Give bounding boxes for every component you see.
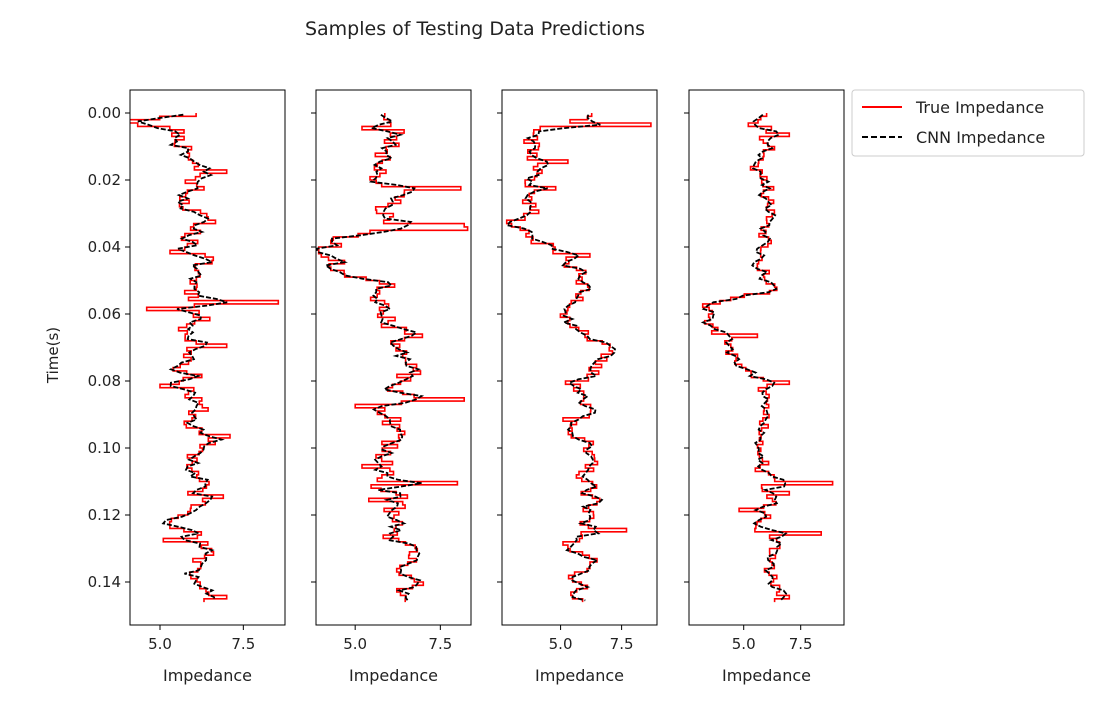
panel-4-frame: [688, 89, 845, 626]
panel-4-x-tick-label-0: 5.0: [732, 635, 756, 653]
panel-2-cnn-impedance-line: [316, 113, 425, 601]
panel-3-x-tick-label-0: 5.0: [549, 635, 573, 653]
y-axis-label: Time(s): [44, 327, 62, 384]
panel-2-x-axis-label: Impedance: [349, 666, 438, 685]
y-tick-label-6: 0.12: [88, 506, 121, 524]
panel-2-true-impedance-line: [317, 113, 469, 603]
panel-2-x-tick-label-0: 5.0: [343, 635, 367, 653]
y-tick-label-4: 0.08: [88, 372, 121, 390]
y-tick-label-2: 0.04: [88, 238, 121, 256]
y-tick-label-7: 0.14: [88, 573, 121, 591]
panel-4-cnn-impedance-line: [700, 113, 788, 602]
chart-title: Samples of Testing Data Predictions: [304, 18, 646, 40]
panel-1-cnn-impedance-line: [137, 113, 228, 601]
panel-3-true-impedance-line: [505, 113, 652, 603]
panel-3-x-axis-label: Impedance: [535, 666, 624, 685]
panel-3-frame: [501, 89, 658, 626]
panel-4-x-axis-label: Impedance: [722, 666, 811, 685]
panel-2-x-tick-label-1: 7.5: [428, 635, 452, 653]
legend: True Impedance CNN Impedance: [851, 89, 1085, 157]
y-tick-label-0: 0.00: [88, 104, 121, 122]
panel-4: 5.0 7.5 Impedance: [684, 89, 845, 685]
panels-layer: 0.00 0.02 0.04 0.06 0.08 0.10 0.12 0.14 5.0 7.5 Im…: [88, 89, 845, 685]
panel-1-frame: [129, 89, 286, 626]
panel-3-cnn-impedance-line: [505, 114, 616, 602]
panel-2: 5.0 7.5 Impedance: [311, 89, 472, 685]
legend-true-label: True Impedance: [915, 98, 1044, 117]
panel-1-x-axis-label: Impedance: [163, 666, 252, 685]
y-tick-label-3: 0.06: [88, 305, 121, 323]
panel-1-x-tick-label-1: 7.5: [231, 635, 255, 653]
legend-cnn-label: CNN Impedance: [916, 128, 1045, 147]
panel-3-x-tick-label-1: 7.5: [610, 635, 634, 653]
panel-1-x-tick-label-0: 5.0: [148, 635, 172, 653]
y-tick-label-5: 0.10: [88, 439, 121, 457]
panel-1-true-impedance-line: [130, 113, 280, 603]
y-tick-label-1: 0.02: [88, 171, 121, 189]
panel-4-x-tick-label-1: 7.5: [789, 635, 813, 653]
panel-2-frame: [315, 89, 472, 626]
panel-3: 5.0 7.5 Impedance: [497, 89, 658, 685]
legend-frame: [851, 89, 1085, 157]
panel-1: 0.00 0.02 0.04 0.06 0.08 0.10 0.12 0.14 5.0 7.5 Im…: [88, 89, 286, 685]
